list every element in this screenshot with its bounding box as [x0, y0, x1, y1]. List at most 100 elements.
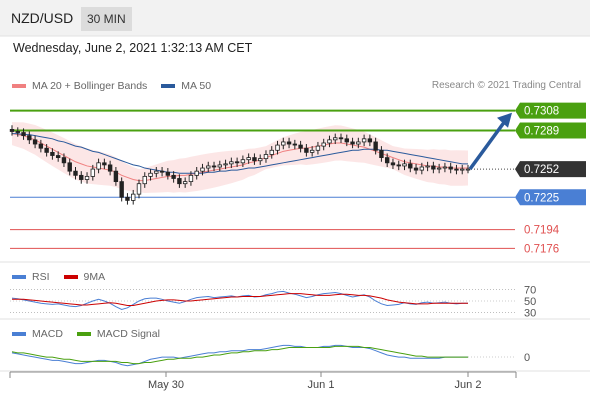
candle-64 [379, 149, 384, 158]
candle-72 [425, 165, 430, 168]
candle-48 [286, 141, 292, 145]
candle-71 [419, 166, 425, 171]
candle-35 [211, 165, 217, 168]
candle-21 [131, 193, 136, 201]
candle-17 [107, 164, 113, 172]
candle-76 [448, 166, 453, 170]
price-level-tag-2 [515, 161, 586, 178]
legend-swatch-macd [12, 332, 26, 336]
candle-66 [390, 162, 396, 166]
forecast-arrow-shaft [468, 118, 508, 171]
candle-16 [102, 162, 107, 166]
macd-tick-0: 0 [524, 352, 530, 364]
forecast-arrow-head [497, 112, 512, 128]
price-level-tag-0 [515, 102, 586, 119]
rsi-ma9-line [12, 293, 468, 307]
candle-79 [465, 168, 471, 171]
candle-62 [367, 138, 373, 143]
candle-22 [136, 183, 142, 195]
legend-swatch-ma50 [161, 84, 176, 88]
candle-20 [125, 196, 130, 201]
candle-37 [223, 163, 228, 166]
candle-59 [350, 141, 355, 145]
legend-macd-label: MACD [32, 328, 63, 340]
candle-32 [194, 170, 199, 176]
x-tick-label-2: Jun 2 [455, 379, 482, 391]
candle-58 [344, 138, 349, 143]
candle-70 [413, 167, 419, 171]
candle-73 [431, 165, 436, 170]
candle-24 [148, 172, 153, 177]
candle-47 [281, 141, 286, 146]
symbol-title: NZD/USD [11, 10, 74, 26]
legend-rsi-label: RSI [32, 271, 50, 283]
candle-69 [408, 163, 413, 169]
candle-78 [460, 168, 465, 171]
ma50-line [12, 133, 468, 174]
candle-10 [67, 162, 72, 172]
candle-65 [384, 157, 390, 164]
x-tick-label-1: Jun 1 [308, 379, 335, 391]
candle-8 [55, 155, 61, 158]
ma20-line [11, 133, 468, 182]
candle-0 [9, 129, 15, 132]
rsi-tick-1: 50 [524, 296, 536, 308]
candle-19 [119, 181, 124, 198]
candle-55 [327, 139, 332, 144]
chart-datetime: Wednesday, June 2, 2021 1:32:13 AM CET [13, 41, 253, 55]
candle-38 [229, 161, 234, 165]
candle-12 [79, 174, 84, 180]
price-level-label-3: 0.7225 [524, 192, 559, 204]
candle-42 [252, 157, 257, 162]
candle-4 [32, 139, 38, 145]
candle-14 [90, 168, 96, 177]
candle-18 [113, 170, 119, 183]
legend-swatch-macd-signal [76, 332, 91, 336]
candle-9 [61, 157, 67, 164]
candle-43 [258, 158, 263, 162]
candle-5 [38, 143, 44, 149]
candle-67 [396, 164, 401, 167]
timeframe-button[interactable]: 30 MIN [81, 7, 132, 31]
main-legend: MA 20 + Bollinger Bands MA 50 [12, 80, 211, 92]
price-level-label-0: 0.7308 [524, 106, 559, 118]
legend-swatch-9ma [63, 275, 78, 279]
candle-23 [142, 175, 147, 185]
candle-41 [246, 157, 251, 161]
candle-11 [73, 170, 78, 176]
candle-26 [159, 170, 165, 173]
candle-56 [333, 137, 338, 141]
macd-legend: MACD MACD Signal [12, 328, 160, 340]
candle-46 [275, 144, 280, 151]
legend-ma20-label: MA 20 + Bollinger Bands [32, 80, 148, 92]
rsi-tick-0: 70 [524, 285, 536, 297]
candle-28 [171, 174, 176, 179]
price-level-label-1: 0.7289 [524, 125, 559, 137]
candle-27 [165, 171, 171, 176]
candle-77 [454, 168, 459, 171]
candle-75 [442, 166, 448, 169]
candle-13 [84, 175, 90, 180]
candle-49 [292, 143, 298, 146]
rsi-line [11, 290, 468, 311]
candle-34 [206, 165, 211, 169]
candle-15 [96, 162, 101, 170]
candle-30 [182, 181, 188, 185]
candle-40 [240, 159, 246, 164]
candle-3 [27, 135, 32, 141]
candle-25 [154, 170, 159, 174]
candle-7 [50, 151, 55, 156]
legend-macd-signal-label: MACD Signal [96, 328, 160, 340]
x-tick-label-0: May 30 [148, 379, 184, 391]
legend-ma50-label: MA 50 [181, 80, 212, 92]
candle-68 [402, 163, 407, 167]
candle-57 [338, 137, 344, 140]
candle-61 [361, 138, 367, 143]
candle-52 [309, 149, 315, 153]
candle-1 [15, 131, 20, 133]
candle-63 [373, 141, 378, 151]
candle-2 [21, 132, 26, 137]
candle-50 [298, 144, 303, 149]
research-credit: Research © 2021 Trading Central [431, 80, 581, 91]
